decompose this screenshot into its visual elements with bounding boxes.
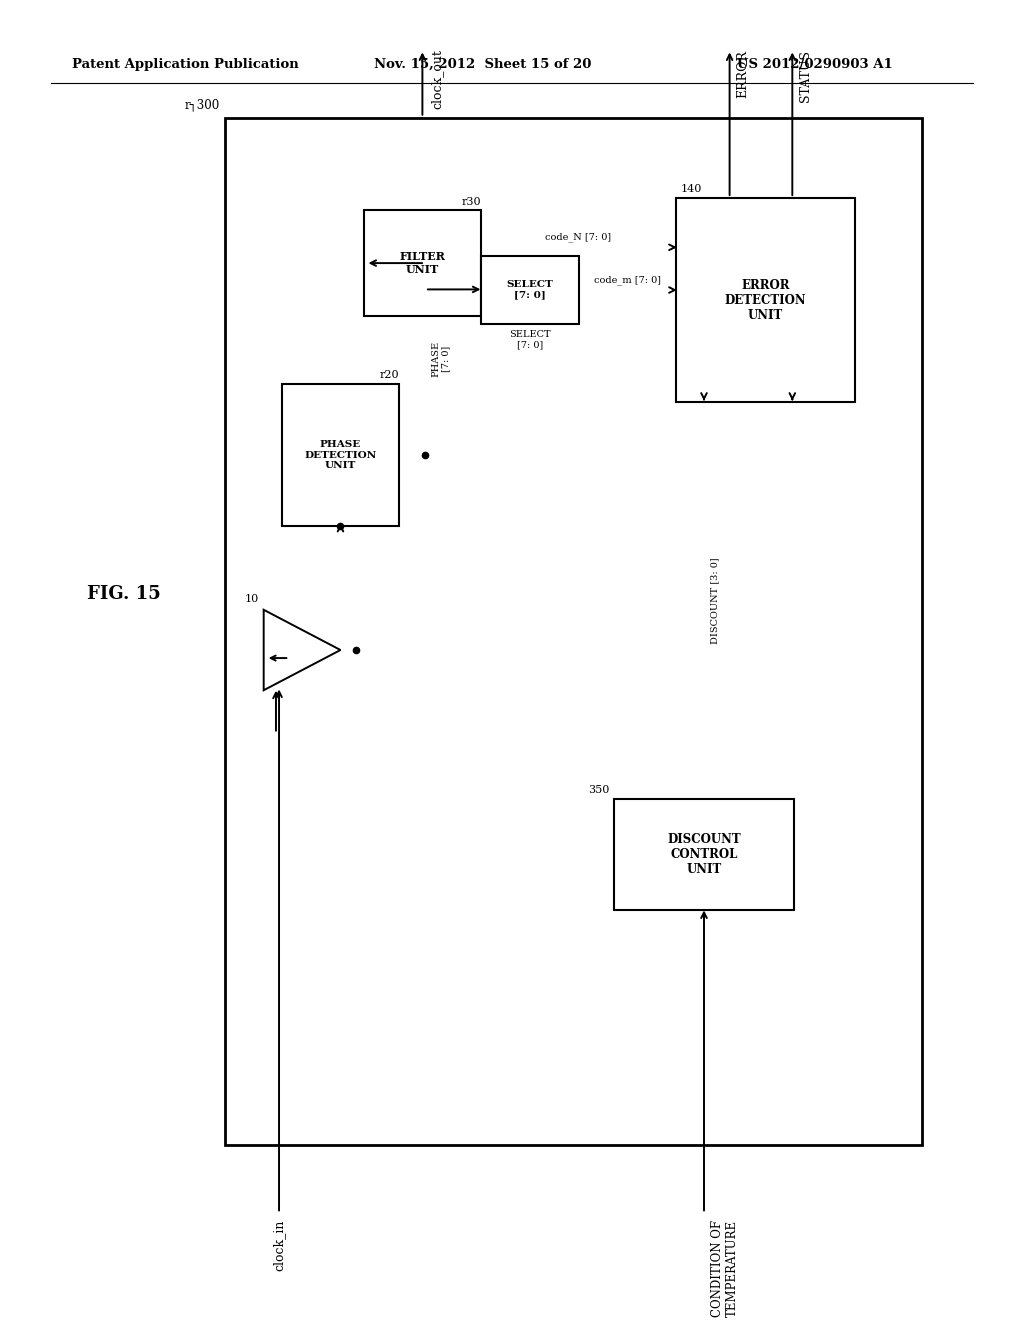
Bar — [481, 256, 579, 325]
Text: r30: r30 — [462, 197, 481, 207]
Text: r┐300: r┐300 — [185, 99, 220, 111]
Text: SELECT
[7: 0]: SELECT [7: 0] — [509, 330, 551, 350]
Text: clock_out: clock_out — [430, 50, 443, 110]
Text: r20: r20 — [380, 370, 399, 380]
Text: CONDITION OF
TEMPERATURE: CONDITION OF TEMPERATURE — [711, 1220, 739, 1316]
Bar — [676, 198, 855, 403]
Text: 10: 10 — [245, 594, 258, 603]
Text: DISCOUNT [3: 0]: DISCOUNT [3: 0] — [711, 557, 719, 644]
Text: SELECT
[7: 0]: SELECT [7: 0] — [507, 280, 553, 300]
Text: FILTER
UNIT: FILTER UNIT — [399, 251, 445, 275]
Text: PHASE
[7: 0]: PHASE [7: 0] — [431, 341, 451, 378]
Text: ERROR: ERROR — [737, 50, 750, 98]
Text: code_m [7: 0]: code_m [7: 0] — [594, 276, 660, 285]
Text: clock_in: clock_in — [272, 1220, 286, 1271]
Text: PHASE
DETECTION
UNIT: PHASE DETECTION UNIT — [304, 440, 377, 470]
Bar — [282, 384, 399, 527]
Text: 140: 140 — [681, 185, 702, 194]
Bar — [614, 799, 794, 909]
Text: US 2012/0290903 A1: US 2012/0290903 A1 — [737, 58, 893, 71]
Text: 350: 350 — [588, 785, 609, 795]
Text: code_N [7: 0]: code_N [7: 0] — [546, 232, 611, 243]
Bar — [225, 117, 922, 1146]
Text: Nov. 15, 2012  Sheet 15 of 20: Nov. 15, 2012 Sheet 15 of 20 — [374, 58, 591, 71]
Text: Patent Application Publication: Patent Application Publication — [72, 58, 298, 71]
Text: STATUS: STATUS — [800, 50, 812, 102]
Bar — [364, 210, 481, 315]
Text: ERROR
DETECTION
UNIT: ERROR DETECTION UNIT — [725, 279, 806, 322]
Text: DISCOUNT
CONTROL
UNIT: DISCOUNT CONTROL UNIT — [668, 833, 740, 875]
Text: FIG. 15: FIG. 15 — [87, 585, 161, 603]
